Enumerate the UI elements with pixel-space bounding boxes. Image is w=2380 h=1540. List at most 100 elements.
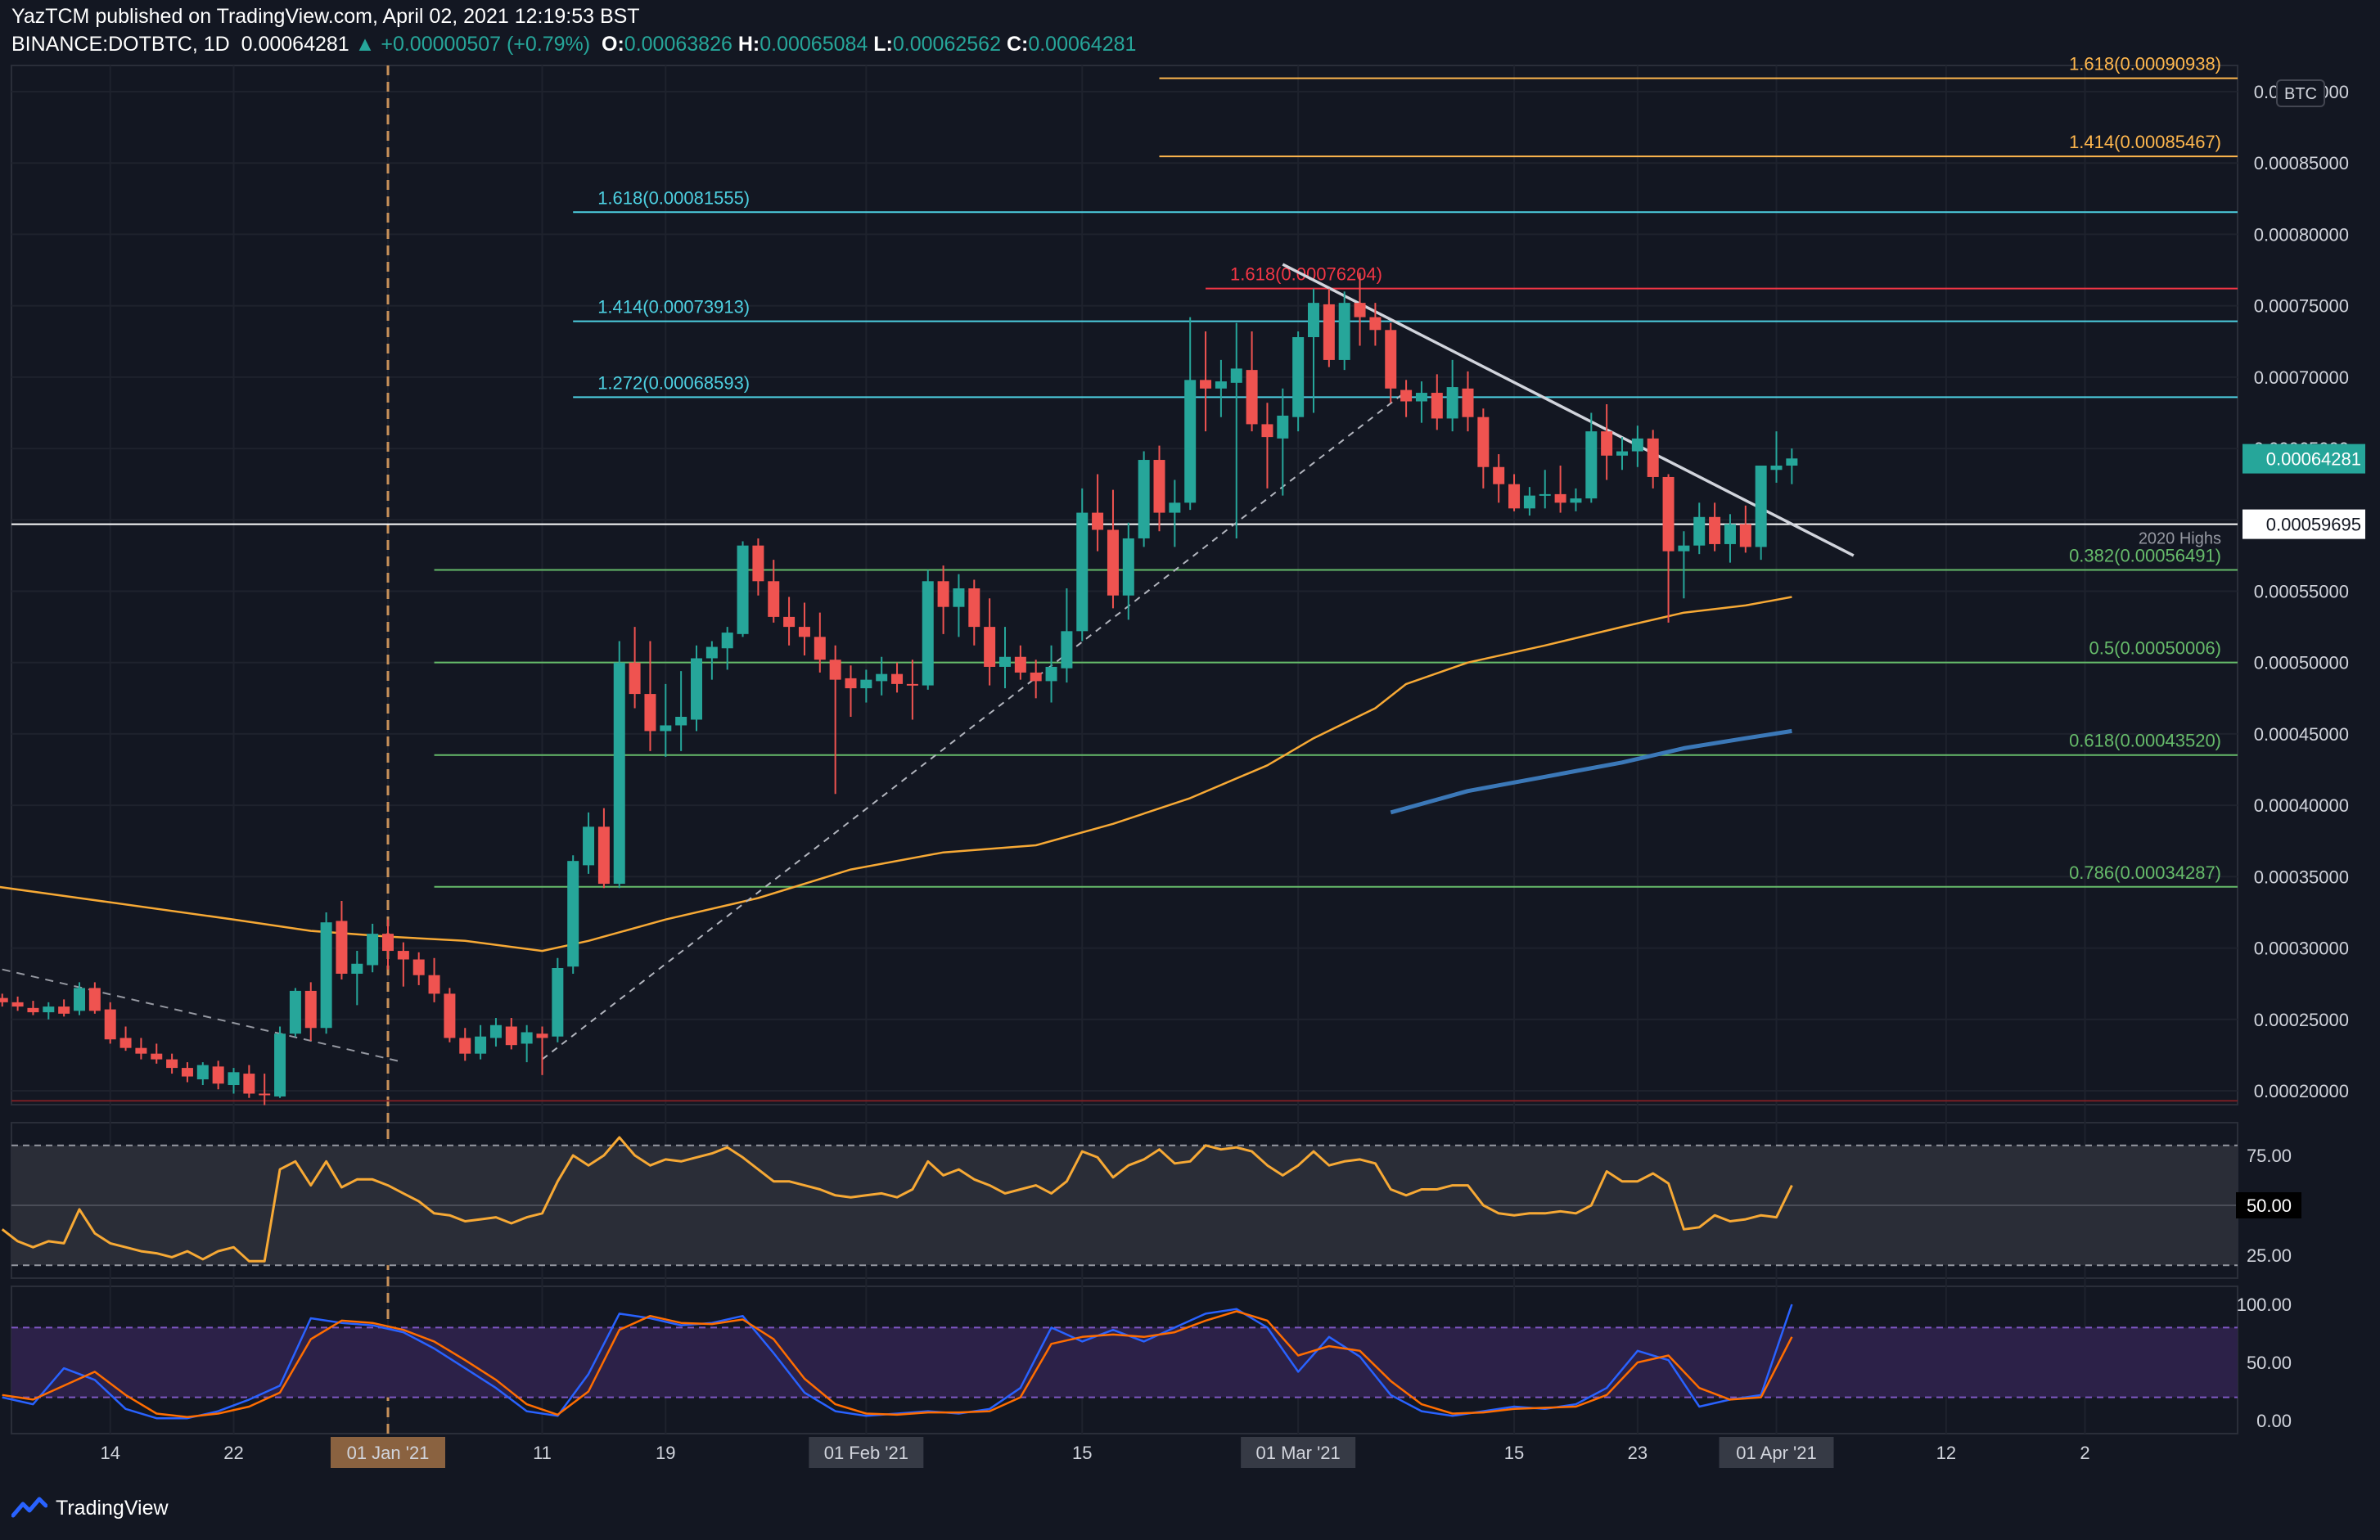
candle-body <box>196 1065 209 1080</box>
fib-level-label: 1.618(0.00090938) <box>2069 54 2221 74</box>
moving-average-blue <box>1390 728 1792 815</box>
candle-body <box>1169 502 1181 513</box>
candle-body <box>1477 417 1490 467</box>
candle-body <box>567 861 579 967</box>
candle-body <box>984 627 996 667</box>
currency-badge <box>2276 79 2325 107</box>
candle-body <box>1400 390 1413 402</box>
candle-body <box>968 588 980 628</box>
highs-2020-label: 2020 Highs <box>2139 530 2221 548</box>
tradingview-logo-icon <box>11 1497 47 1518</box>
candle-body <box>412 959 425 975</box>
time-axis-label: 15 <box>1072 1443 1092 1463</box>
highs-2020-tag <box>2243 509 2365 539</box>
stoch-axis-label: 0.00 <box>2256 1411 2292 1431</box>
candle-body <box>1755 466 1767 547</box>
candle-body <box>0 997 8 1002</box>
high-label: H: <box>737 33 760 56</box>
price-axis-label: 0.00035000 <box>2254 867 2349 887</box>
candle-body <box>660 725 672 732</box>
stoch-k-line <box>2 1304 1793 1420</box>
candle-body <box>999 656 1011 667</box>
symbol-label[interactable]: BINANCE:DOTBTC, 1D <box>11 33 230 56</box>
time-axis-label: 01 Feb '21 <box>824 1443 908 1463</box>
candle-body <box>1092 512 1104 530</box>
stoch-axis-label: 100.00 <box>2237 1295 2292 1315</box>
candle-body <box>814 637 826 660</box>
candle-body <box>1786 458 1798 466</box>
fib-level-label: 0.618(0.00043520) <box>2069 731 2221 751</box>
highs-2020-tag-label: 0.00059695 <box>2266 515 2361 535</box>
candle-body <box>1215 381 1227 389</box>
fib-level-label: 0.5(0.00050006) <box>2089 638 2221 659</box>
candle-body <box>521 1032 533 1044</box>
x-axis-highlight <box>331 1437 445 1468</box>
candle-body <box>1292 337 1305 417</box>
fib-level-label: 1.618(0.00081555) <box>597 187 750 208</box>
candle-body <box>1616 451 1628 456</box>
candle-body <box>906 683 918 686</box>
candle-body <box>737 545 749 634</box>
old-downtrend-line <box>2 968 404 1064</box>
candle-body <box>336 921 348 974</box>
price-axis-label: 0.00080000 <box>2254 224 2349 245</box>
candle-body <box>274 1033 286 1096</box>
candle-body <box>845 678 857 689</box>
stoch-axis-label: 50.00 <box>2247 1353 2292 1373</box>
candle-body <box>1338 303 1350 360</box>
close-value: 0.00064281 <box>1028 33 1137 56</box>
time-axis-label: 23 <box>1628 1443 1648 1463</box>
candle-body <box>1246 370 1258 425</box>
candle-body <box>1739 524 1751 547</box>
candle-body <box>1061 631 1073 669</box>
candle-body <box>166 1059 178 1069</box>
fib-level-label: 1.618(0.00076204) <box>1230 264 1382 285</box>
candle-body <box>1678 545 1690 552</box>
rsi-line <box>1 1136 1793 1263</box>
publisher-line: YazTCM published on TradingView.com, Apr… <box>11 5 640 29</box>
candle-body <box>798 627 810 637</box>
candle-body <box>351 963 363 974</box>
candle-body <box>1014 656 1026 673</box>
price-axis-label: 0.00075000 <box>2254 296 2349 317</box>
candle-body <box>1601 431 1613 456</box>
candle-body <box>1446 387 1458 419</box>
current-price-tag-label: 0.00064281 <box>2266 449 2361 470</box>
rsi-axis-label: 50.00 <box>2247 1196 2292 1216</box>
candle-body <box>74 988 85 1011</box>
candle-body <box>629 662 641 695</box>
time-axis-label: 12 <box>1936 1443 1956 1463</box>
candle-body <box>11 1002 24 1007</box>
current-price-tag <box>2243 444 2365 474</box>
time-axis-label: 22 <box>223 1443 243 1463</box>
close-label: C: <box>1006 33 1029 56</box>
price-axis-label: 0.00030000 <box>2254 939 2349 959</box>
candle-body <box>367 934 379 966</box>
stoch-band-fill <box>11 1327 2238 1398</box>
time-axis-label: 01 Apr '21 <box>1736 1443 1816 1463</box>
candle-body <box>705 646 718 659</box>
candle-body <box>1153 460 1165 513</box>
candle-body <box>552 967 564 1037</box>
price-change: ▲ +0.00000507 (+0.79%) <box>354 33 591 56</box>
candle-body <box>721 633 733 649</box>
candle-body <box>1693 516 1706 546</box>
candle-body <box>937 581 949 607</box>
candle-body <box>1385 330 1397 389</box>
candle-body <box>1230 368 1242 383</box>
high-value: 0.00065084 <box>760 33 868 56</box>
candle-body <box>181 1068 193 1077</box>
price-axis-label: 0.00045000 <box>2254 724 2349 745</box>
candle-body <box>613 662 625 885</box>
time-axis-label: 14 <box>100 1443 119 1463</box>
candle-body <box>459 1038 471 1054</box>
candle-body <box>536 1033 548 1038</box>
candle-body <box>289 990 301 1034</box>
candle-body <box>27 1007 39 1013</box>
candle-body <box>43 1006 55 1013</box>
currency-badge-label: BTC <box>2284 85 2317 103</box>
candle-body <box>583 826 595 866</box>
price-axis-label: 0.00040000 <box>2254 795 2349 816</box>
candle-body <box>382 934 394 952</box>
